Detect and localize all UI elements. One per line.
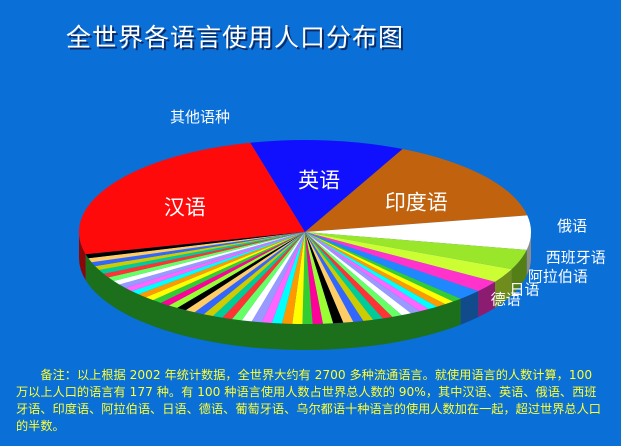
slice-7-side bbox=[460, 291, 479, 325]
slice-8-stripe bbox=[232, 232, 305, 321]
slice-8-stripe bbox=[113, 232, 305, 285]
slice-8-stripe bbox=[281, 232, 305, 324]
slice-8-side bbox=[85, 254, 461, 350]
slice-8-stripe bbox=[305, 232, 420, 314]
slice-8-stripe bbox=[119, 232, 305, 288]
slice-8-stripe bbox=[305, 232, 344, 324]
pie-tops bbox=[78, 140, 532, 325]
chart-title: 全世界各语言使用人口分布图 bbox=[65, 23, 404, 52]
slice-8-stripe bbox=[302, 232, 313, 325]
slice-8-stripe bbox=[160, 232, 305, 306]
pie-sides bbox=[79, 232, 531, 350]
slice-8-stripe bbox=[305, 232, 374, 321]
slice-8-stripe bbox=[292, 232, 305, 324]
slice-8-stripe bbox=[305, 232, 454, 305]
slice-6-label: 日语 bbox=[509, 280, 539, 298]
slice-8-stripe bbox=[305, 232, 354, 323]
slice-8-stripe bbox=[241, 232, 305, 322]
slice-2-label: 印度语 bbox=[385, 190, 448, 214]
slice-3 bbox=[305, 215, 532, 250]
slice-8-label: 其他语种 bbox=[170, 108, 230, 126]
slice-8-stripe bbox=[145, 232, 305, 301]
slice-8-stripe bbox=[194, 232, 305, 315]
slice-0-side bbox=[79, 232, 86, 281]
slice-4-label: 西班牙语 bbox=[546, 249, 606, 267]
slice-8-stripe bbox=[185, 232, 305, 313]
slice-8-stripe bbox=[305, 232, 383, 320]
slice-8-stripe bbox=[261, 232, 305, 324]
slice-8-stripe bbox=[85, 232, 305, 259]
slice-8-stripe bbox=[305, 232, 364, 322]
slice-5-side bbox=[494, 269, 512, 308]
slice-7 bbox=[305, 232, 479, 299]
slice-8-stripe bbox=[131, 232, 305, 295]
slice-8-stripe bbox=[212, 232, 305, 318]
slice-8-stripe bbox=[271, 232, 305, 324]
slice-8-stripe bbox=[305, 232, 411, 316]
slice-8-stripe bbox=[168, 232, 305, 308]
slice-8-stripe bbox=[305, 232, 334, 324]
slice-8-stripe bbox=[305, 232, 323, 324]
slice-8-stripe bbox=[88, 232, 305, 263]
slice-3-label: 俄语 bbox=[557, 217, 587, 235]
slice-4 bbox=[305, 232, 527, 270]
slice-4-side bbox=[511, 249, 527, 296]
slice-5-label: 阿拉伯语 bbox=[528, 267, 588, 285]
slice-8-stripe bbox=[305, 232, 437, 310]
slice-8-stripe bbox=[305, 232, 446, 307]
slice-8-stripe bbox=[125, 232, 305, 292]
slice-8-stripe bbox=[108, 232, 305, 282]
slice-6 bbox=[305, 232, 495, 292]
slice-8-stripe bbox=[99, 232, 305, 274]
slice-8-stripe bbox=[251, 232, 305, 323]
slice-3-side bbox=[526, 232, 531, 276]
slice-8-stripe bbox=[203, 232, 305, 317]
chart-note: 备注：以上根据 2002 年统计数据，全世界大约有 2700 多种流通语言。就使… bbox=[16, 368, 601, 433]
slice-8-stripe bbox=[103, 232, 305, 278]
slice-8-stripe bbox=[305, 232, 429, 312]
slice-8-stripe bbox=[305, 232, 402, 317]
slice-8-stripe bbox=[177, 232, 305, 311]
slice-8-stripe bbox=[91, 232, 305, 267]
slice-0 bbox=[78, 142, 305, 255]
slice-8-stripe bbox=[153, 232, 305, 303]
slice-7-label: 德语 bbox=[491, 290, 521, 308]
slice-6-side bbox=[478, 281, 495, 318]
slice-1-label: 英语 bbox=[298, 168, 340, 192]
slice-8-stripe bbox=[95, 232, 305, 270]
slice-8-stripe bbox=[305, 232, 461, 302]
slice-8-stripe bbox=[138, 232, 305, 298]
slice-0-label: 汉语 bbox=[164, 196, 206, 220]
slice-8-stripe bbox=[305, 232, 393, 319]
slice-2 bbox=[305, 149, 528, 232]
slice-1 bbox=[250, 140, 403, 232]
slice-8-stripe bbox=[222, 232, 305, 320]
slice-5 bbox=[305, 232, 512, 282]
